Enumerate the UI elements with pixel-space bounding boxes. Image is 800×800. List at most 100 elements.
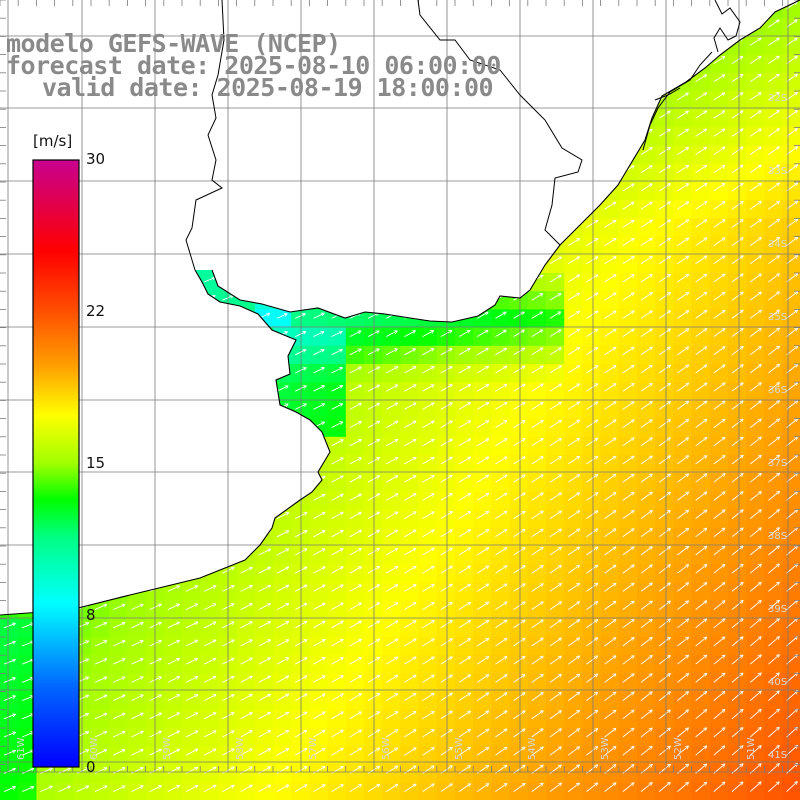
field-cell (0, 764, 19, 784)
field-cell (764, 527, 784, 547)
field-cell (673, 455, 693, 474)
field-cell (91, 691, 110, 711)
field-cell (764, 746, 784, 765)
field-cell (527, 327, 547, 347)
field-cell (691, 418, 711, 438)
field-cell (345, 546, 365, 565)
field-cell (655, 418, 674, 438)
field-cell (163, 600, 183, 620)
wind-arrow (677, 274, 688, 283)
wind-arrow (786, 237, 798, 246)
field-cell (764, 418, 784, 438)
field-cell (673, 546, 693, 565)
field-cell (327, 509, 347, 529)
field-cell (400, 327, 420, 347)
field-cell (691, 400, 711, 420)
wind-arrow (349, 385, 362, 392)
field-cell (637, 200, 656, 219)
field-cell (327, 655, 347, 674)
field-cell (491, 418, 511, 438)
wind-arrow (786, 419, 798, 428)
field-cell (655, 254, 674, 274)
field-cell (364, 691, 383, 711)
wind-arrow (658, 365, 670, 374)
wind-arrow (731, 310, 743, 319)
field-cell (309, 691, 329, 711)
field-cell (364, 345, 383, 365)
wind-arrow (786, 256, 798, 265)
field-cell (782, 182, 800, 201)
field-cell (655, 273, 674, 292)
field-cell (655, 182, 674, 201)
wind-arrow (695, 365, 707, 374)
field-cell (673, 218, 693, 238)
field-cell (618, 418, 638, 438)
wind-arrow (640, 238, 652, 246)
field-cell (509, 436, 529, 456)
wind-arrow (567, 475, 579, 483)
wind-arrow (749, 183, 761, 192)
field-cell (436, 527, 456, 547)
field-cell (582, 400, 602, 420)
field-cell (655, 364, 674, 383)
field-cell (637, 163, 656, 183)
field-cell (600, 400, 620, 420)
field-cell (673, 637, 693, 656)
wind-arrow (640, 202, 652, 210)
field-cell (254, 728, 274, 747)
field-cell (309, 673, 329, 693)
wind-arrow (768, 401, 779, 410)
field-cell (527, 709, 547, 729)
wind-arrow (604, 311, 616, 319)
field-cell (400, 618, 420, 638)
field-cell (254, 637, 274, 656)
field-cell (54, 782, 74, 800)
field-cell (746, 182, 765, 201)
field-cell (309, 491, 329, 511)
field-cell (273, 618, 292, 638)
wind-arrow (567, 366, 579, 374)
field-cell (527, 546, 547, 565)
wind-arrow (531, 384, 543, 392)
field-cell (637, 582, 656, 602)
field-cell (436, 746, 456, 765)
field-cell (782, 436, 800, 456)
field-cell (254, 764, 274, 784)
wind-arrow (768, 346, 779, 356)
field-cell (564, 746, 583, 765)
wind-arrow (786, 328, 798, 337)
wind-arrow (404, 385, 416, 392)
field-cell (582, 291, 602, 310)
field-cell (546, 400, 565, 420)
wind-arrow (586, 493, 597, 501)
field-cell (546, 782, 565, 800)
wind-arrow (786, 383, 798, 392)
field-cell (327, 400, 347, 420)
wind-arrow (495, 384, 506, 392)
field-cell (764, 564, 784, 583)
field-cell (782, 72, 800, 92)
field-cell (527, 400, 547, 420)
field-cell (182, 673, 201, 693)
field-cell (109, 600, 128, 620)
field-cell (709, 564, 729, 583)
field-cell (728, 436, 747, 456)
field-cell (564, 327, 583, 347)
wind-arrow (476, 366, 488, 374)
wind-arrow (513, 384, 525, 392)
field-cell (345, 709, 365, 729)
field-cell (709, 273, 729, 292)
wind-arrow (749, 38, 761, 46)
field-cell (509, 546, 529, 565)
wind-arrow (731, 183, 743, 192)
wind-arrow (640, 402, 652, 410)
field-cell (509, 509, 529, 529)
field-cell (254, 782, 274, 800)
wind-arrow (349, 512, 362, 519)
wind-arrow (768, 256, 779, 265)
field-cell (582, 527, 602, 547)
field-cell (127, 764, 147, 784)
field-cell (455, 327, 474, 347)
field-cell (200, 691, 219, 711)
field-cell (746, 273, 765, 292)
